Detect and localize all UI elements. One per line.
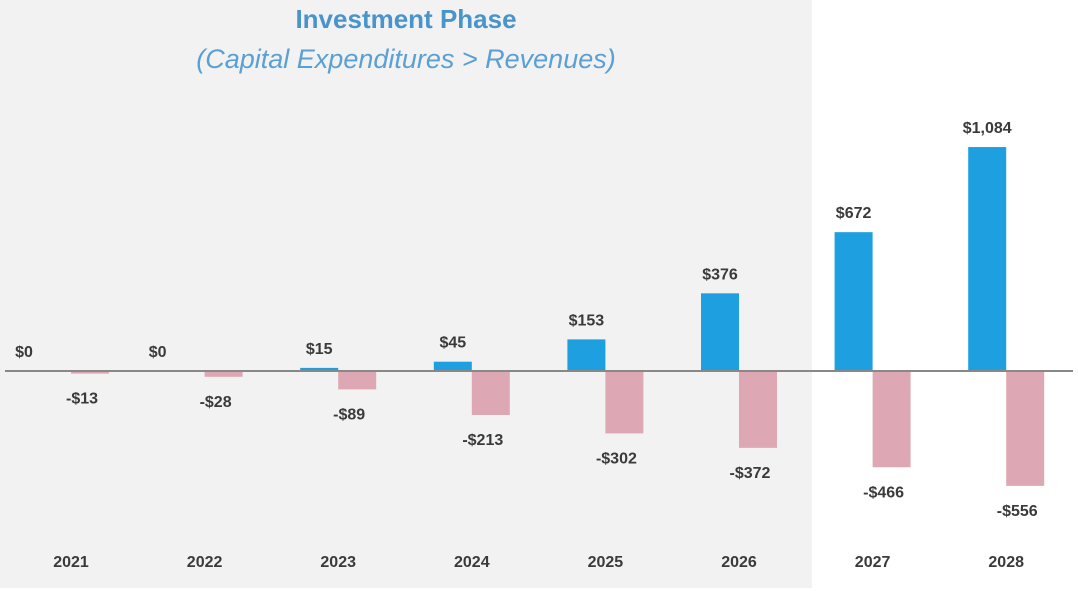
positive-bar <box>701 293 739 371</box>
negative-data-label: -$372 <box>730 465 771 482</box>
chart-title: Investment Phase <box>295 4 517 34</box>
negative-bar <box>338 371 377 390</box>
negative-data-label: -$89 <box>333 406 365 423</box>
positive-bar <box>968 147 1007 371</box>
negative-data-label: -$556 <box>997 503 1038 520</box>
positive-bar <box>834 232 873 371</box>
chart-subtitle: (Capital Expenditures > Revenues) <box>196 44 616 74</box>
negative-data-label: -$28 <box>200 394 232 411</box>
negative-data-label: -$13 <box>66 391 98 408</box>
negative-bar <box>739 371 777 448</box>
positive-bar <box>567 339 606 371</box>
x-tick-label: 2028 <box>988 554 1024 571</box>
negative-bar <box>872 371 911 468</box>
positive-data-label: $0 <box>149 344 167 361</box>
positive-data-label: $15 <box>306 341 333 358</box>
x-tick-label: 2027 <box>855 554 891 571</box>
investment-phase-shaded-region <box>0 0 812 588</box>
negative-data-label: -$466 <box>863 484 904 501</box>
negative-bar <box>204 371 243 377</box>
x-tick-label: 2025 <box>588 554 624 571</box>
positive-data-label: $45 <box>439 335 466 352</box>
negative-data-label: -$302 <box>596 450 637 467</box>
negative-bar <box>605 371 644 434</box>
positive-data-label: $153 <box>569 312 605 329</box>
negative-bar <box>471 371 510 416</box>
positive-data-label: $0 <box>15 344 33 361</box>
positive-data-label: $376 <box>702 266 738 283</box>
x-tick-label: 2026 <box>721 554 757 571</box>
x-tick-label: 2024 <box>454 554 490 571</box>
positive-bar <box>300 367 339 371</box>
negative-bar <box>71 371 109 374</box>
x-tick-label: 2022 <box>187 554 223 571</box>
positive-bar <box>433 361 472 371</box>
positive-data-label: $1,084 <box>963 120 1012 137</box>
negative-data-label: -$213 <box>462 432 503 449</box>
negative-bar <box>1006 371 1045 486</box>
x-tick-label: 2021 <box>53 554 89 571</box>
x-tick-label: 2023 <box>320 554 356 571</box>
positive-data-label: $672 <box>836 205 872 222</box>
